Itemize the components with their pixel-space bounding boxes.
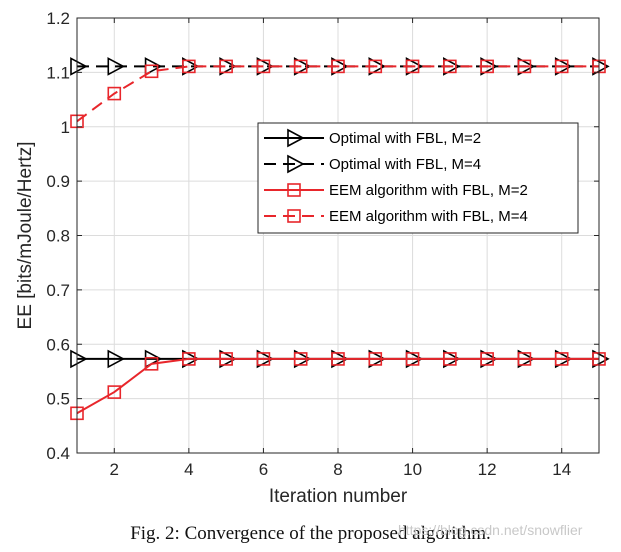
y-axis-label: EE [bits/mJoule/Hertz] (15, 142, 36, 330)
legend-marker (287, 209, 301, 223)
data-point (517, 352, 532, 366)
data-point (517, 59, 532, 74)
y-tick-label: 1.2 (46, 9, 70, 28)
x-tick-label: 12 (478, 460, 497, 479)
data-point (256, 59, 271, 74)
data-point (368, 59, 383, 74)
y-tick-label: 0.6 (46, 335, 70, 354)
data-point (182, 352, 196, 366)
legend-box (257, 122, 579, 234)
legend-entry-label: EEM algorithm with FBL, M=2 (329, 182, 528, 199)
data-point (256, 352, 271, 366)
y-tick-label: 0.5 (46, 390, 70, 409)
data-point (331, 352, 345, 366)
x-tick-label: 6 (259, 460, 268, 479)
x-tick-label: 8 (333, 460, 342, 479)
y-tick-label: 0.9 (46, 172, 70, 191)
legend-marker (287, 183, 301, 197)
legend-entry-label: Optimal with FBL, M=2 (329, 130, 481, 147)
x-tick-label: 10 (403, 460, 422, 479)
data-point (107, 86, 122, 101)
series-line (76, 65, 599, 123)
y-tick-label: 0.4 (46, 444, 70, 463)
grid (77, 17, 599, 454)
y-tick-label: 1 (61, 118, 70, 137)
data-point (554, 352, 569, 366)
data-point (554, 59, 569, 74)
data-point (107, 385, 122, 399)
data-point (443, 352, 457, 366)
data-point (405, 352, 420, 366)
y-tick-label: 1.1 (46, 63, 70, 82)
data-point (331, 59, 345, 74)
data-point (144, 357, 159, 371)
series-layer (70, 57, 610, 421)
data-point (219, 352, 233, 366)
data-point (70, 57, 88, 76)
ticks: 2 4 6 8 10 12 14 0.4 0.5 0.6 0.7 0.8 0.9 1 1.1 1.2 (46, 9, 599, 479)
watermark: https://blog.csdn.net/snowflier (398, 522, 583, 538)
y-tick-label: 0.8 (46, 227, 70, 246)
data-point (70, 349, 88, 369)
data-point (182, 59, 196, 74)
figure-caption: Fig. 2: Convergence of the proposed algo… (130, 523, 491, 544)
data-point (443, 59, 457, 74)
data-point (293, 352, 308, 366)
y-tick-label: 0.7 (46, 281, 70, 300)
convergence-chart: 2 4 6 8 10 12 14 0.4 0.5 0.6 0.7 0.8 0.9 1 1.1 1.2 Iter… (15, 9, 610, 507)
data-point (405, 59, 420, 74)
legend-marker (287, 154, 305, 174)
x-tick-label: 14 (552, 460, 571, 479)
data-point (480, 352, 494, 366)
data-point (107, 57, 125, 76)
data-point (368, 352, 383, 366)
x-tick-label: 2 (110, 460, 119, 479)
legend-marker (287, 128, 305, 148)
x-tick-label: 4 (184, 460, 193, 479)
data-point (107, 349, 125, 369)
data-point (219, 59, 233, 74)
x-axis-label: Iteration number (269, 486, 408, 507)
legend-entry-label: EEM algorithm with FBL, M=4 (329, 208, 528, 225)
legend-entry-label: Optimal with FBL, M=4 (329, 156, 481, 173)
data-point (480, 59, 494, 74)
series-line (76, 357, 599, 415)
legend: Optimal with FBL, M=2 Optimal with FBL, M… (257, 122, 579, 234)
data-point (144, 64, 159, 79)
data-point (293, 59, 308, 74)
